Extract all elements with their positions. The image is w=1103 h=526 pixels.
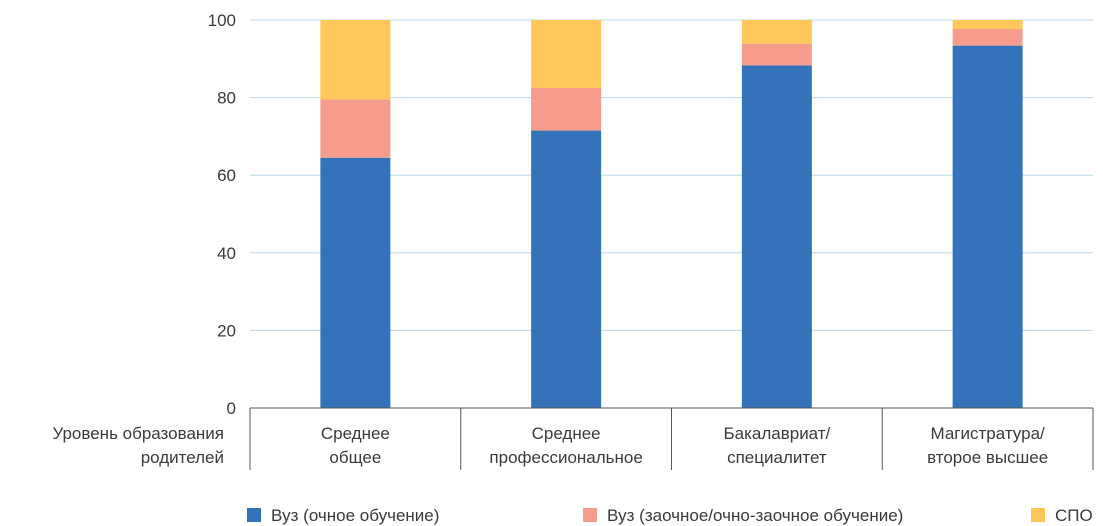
bar-segment-2-3 bbox=[531, 20, 602, 88]
category-label: Бакалавриат/ bbox=[723, 424, 830, 443]
bar-segment-3-1 bbox=[741, 65, 812, 409]
y-tick-label: 80 bbox=[217, 89, 236, 108]
legend-label: СПО bbox=[1055, 506, 1093, 525]
category-label: Среднее bbox=[532, 424, 601, 443]
bar-segment-2-2 bbox=[531, 87, 602, 131]
y-tick-label: 60 bbox=[217, 166, 236, 185]
category-label: общее bbox=[329, 448, 381, 467]
y-tick-label: 100 bbox=[208, 11, 236, 30]
category-label: Магистратура/ bbox=[931, 424, 1046, 443]
bar-segment-4-3 bbox=[952, 20, 1023, 29]
bars bbox=[320, 20, 1023, 409]
category-label: специалитет bbox=[727, 448, 827, 467]
bar-segment-4-2 bbox=[952, 28, 1023, 46]
category-label: профессиональное bbox=[489, 448, 642, 467]
row-label: родителей bbox=[141, 448, 224, 467]
bar-segment-3-2 bbox=[741, 43, 812, 66]
x-axis-table: Среднее общее Среднее профессиональное Бакал… bbox=[52, 407, 1094, 470]
category-label: второе высшее bbox=[927, 448, 1048, 467]
bar-segment-1-2 bbox=[320, 99, 391, 158]
bar-segment-1-1 bbox=[320, 157, 391, 408]
row-label: Уровень образования bbox=[52, 424, 224, 443]
legend: Вуз (очное обучение) Вуз (заочное/очно-за… bbox=[247, 506, 1093, 525]
legend-swatch bbox=[1031, 508, 1045, 522]
bar-segment-3-3 bbox=[741, 20, 812, 44]
bar-segment-2-1 bbox=[531, 130, 602, 408]
legend-swatch bbox=[247, 508, 261, 522]
y-tick-label: 20 bbox=[217, 321, 236, 340]
legend-label: Вуз (заочное/очно-заочное обучение) bbox=[607, 506, 903, 525]
y-tick-label: 40 bbox=[217, 244, 236, 263]
y-tick-label: 0 bbox=[227, 399, 236, 418]
legend-swatch bbox=[583, 508, 597, 522]
legend-label: Вуз (очное обучение) bbox=[271, 506, 439, 525]
bar-segment-4-1 bbox=[952, 45, 1023, 408]
y-axis: 0 20 40 60 80 100 bbox=[208, 11, 236, 418]
bar-segment-1-3 bbox=[320, 20, 391, 100]
gridlines bbox=[250, 19, 1093, 331]
category-label: Среднее bbox=[321, 424, 390, 443]
